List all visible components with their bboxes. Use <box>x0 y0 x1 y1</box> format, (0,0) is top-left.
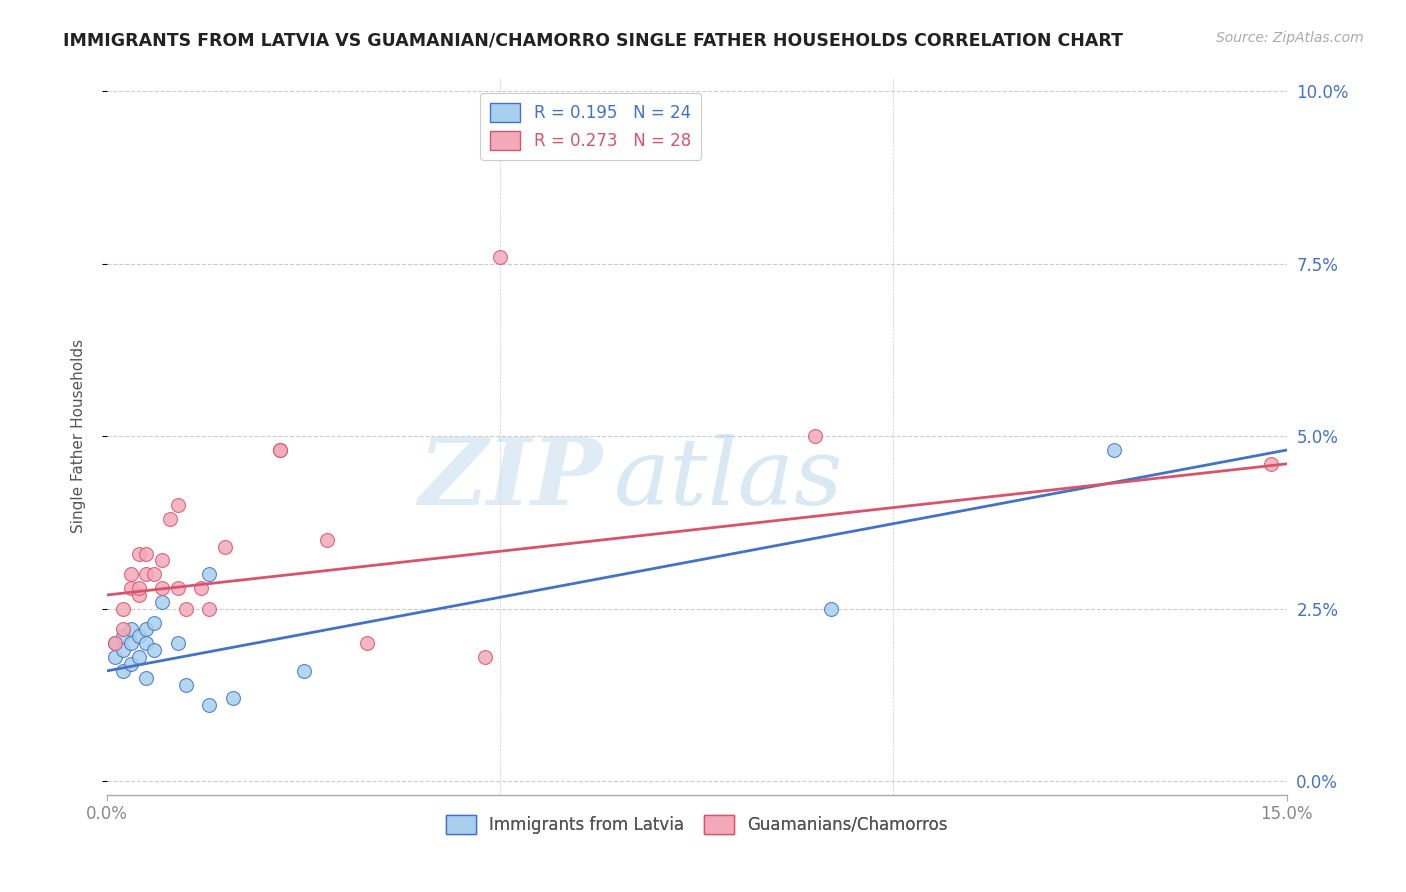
Point <box>269 443 291 458</box>
Point <box>166 581 188 595</box>
Point <box>104 636 127 650</box>
Point <box>111 601 134 615</box>
Point <box>166 636 188 650</box>
Point <box>111 629 134 643</box>
Point <box>104 636 127 650</box>
Point <box>120 623 142 637</box>
Point <box>1102 443 1125 458</box>
Point <box>111 643 134 657</box>
Point <box>198 567 221 582</box>
Point <box>128 588 150 602</box>
Text: ZIP: ZIP <box>418 434 603 524</box>
Point <box>143 567 166 582</box>
Text: Source: ZipAtlas.com: Source: ZipAtlas.com <box>1216 31 1364 45</box>
Point <box>104 650 127 665</box>
Point <box>269 443 291 458</box>
Point <box>820 601 842 615</box>
Point <box>128 650 150 665</box>
Point <box>111 623 134 637</box>
Point <box>120 636 142 650</box>
Point <box>159 512 181 526</box>
Text: atlas: atlas <box>614 434 844 524</box>
Point <box>120 581 142 595</box>
Legend: Immigrants from Latvia, Guamanians/Chamorros: Immigrants from Latvia, Guamanians/Chamo… <box>439 808 955 840</box>
Point <box>120 657 142 671</box>
Point <box>111 664 134 678</box>
Point <box>190 581 212 595</box>
Point <box>198 601 221 615</box>
Point <box>489 250 512 264</box>
Point <box>128 581 150 595</box>
Point <box>214 540 236 554</box>
Y-axis label: Single Father Households: Single Father Households <box>72 339 86 533</box>
Point <box>474 650 496 665</box>
Point <box>804 429 827 443</box>
Point <box>135 623 157 637</box>
Point <box>135 671 157 685</box>
Point <box>292 664 315 678</box>
Point <box>150 581 173 595</box>
Point <box>198 698 221 713</box>
Point <box>150 553 173 567</box>
Point <box>120 567 142 582</box>
Point <box>356 636 378 650</box>
Point <box>174 678 197 692</box>
Point <box>128 547 150 561</box>
Point <box>150 595 173 609</box>
Point <box>135 567 157 582</box>
Point <box>166 498 188 512</box>
Point <box>1260 457 1282 471</box>
Point <box>143 643 166 657</box>
Point <box>316 533 339 547</box>
Point <box>135 547 157 561</box>
Point <box>135 636 157 650</box>
Point <box>128 629 150 643</box>
Point <box>143 615 166 630</box>
Point <box>222 691 245 706</box>
Point <box>174 601 197 615</box>
Text: IMMIGRANTS FROM LATVIA VS GUAMANIAN/CHAMORRO SINGLE FATHER HOUSEHOLDS CORRELATIO: IMMIGRANTS FROM LATVIA VS GUAMANIAN/CHAM… <box>63 31 1123 49</box>
